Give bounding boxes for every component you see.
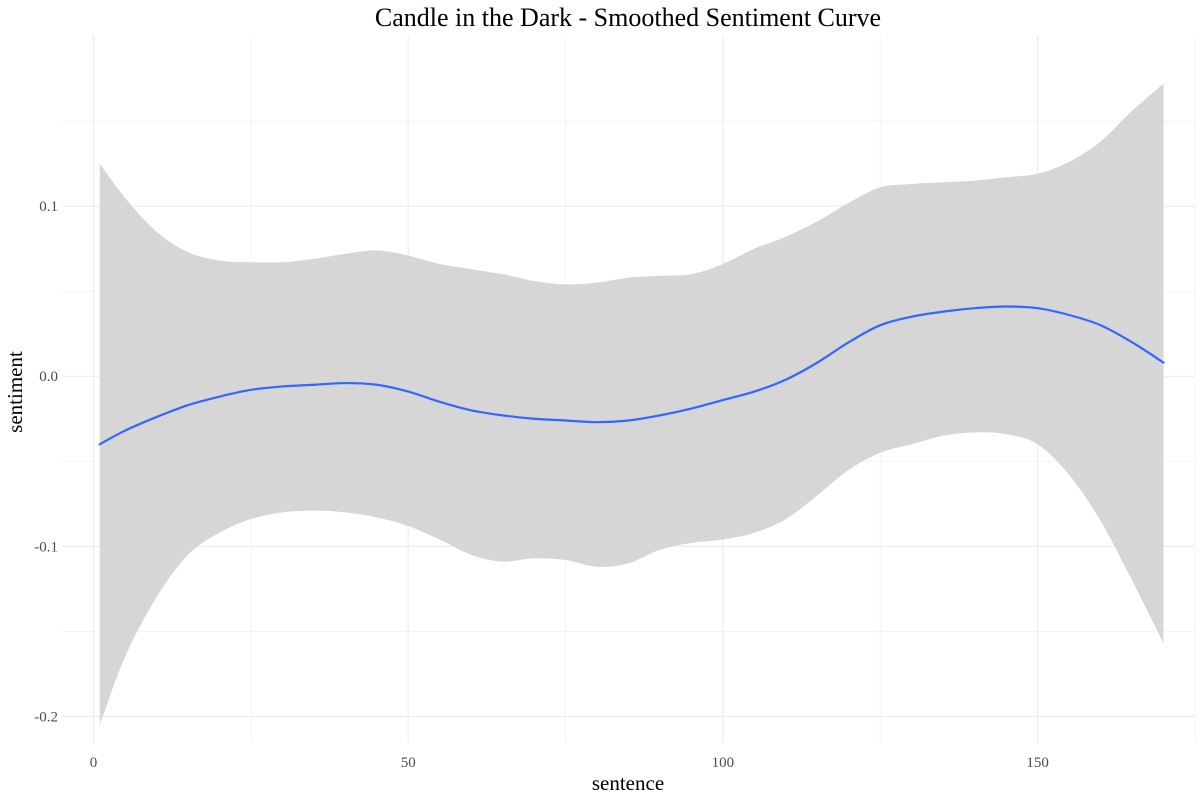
y-tick-label: 0.0	[39, 369, 58, 385]
x-axis-title: sentence	[592, 771, 664, 795]
smoothed-sentiment-line	[98, 305, 1165, 446]
confidence-band-layer	[99, 83, 1164, 725]
y-tick-label: 0.1	[39, 199, 58, 215]
confidence-band	[99, 83, 1164, 725]
x-tick-label: 0	[90, 755, 98, 771]
y-tick-label: -0.1	[34, 539, 58, 555]
x-tick-label: 100	[712, 755, 735, 771]
x-tick-label: 50	[401, 755, 416, 771]
y-tick-label: -0.2	[34, 709, 58, 725]
y-axis-title: sentiment	[3, 351, 27, 433]
smoothed-line-layer	[98, 305, 1165, 446]
x-tick-label: 150	[1026, 755, 1049, 771]
axis-layer: 0 50 100 150 -0.2 -0.1 0.0 0.1	[34, 199, 1049, 771]
chart-title: Candle in the Dark - Smoothed Sentiment …	[375, 3, 881, 32]
